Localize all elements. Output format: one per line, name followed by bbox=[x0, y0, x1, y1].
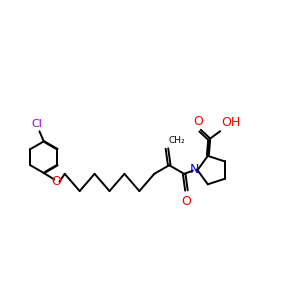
Text: Cl: Cl bbox=[32, 119, 43, 129]
Text: OH: OH bbox=[222, 116, 241, 129]
Text: CH₂: CH₂ bbox=[169, 136, 186, 145]
Text: O: O bbox=[52, 175, 61, 188]
Text: O: O bbox=[193, 115, 203, 128]
Text: N: N bbox=[190, 163, 199, 176]
Text: O: O bbox=[182, 195, 191, 208]
